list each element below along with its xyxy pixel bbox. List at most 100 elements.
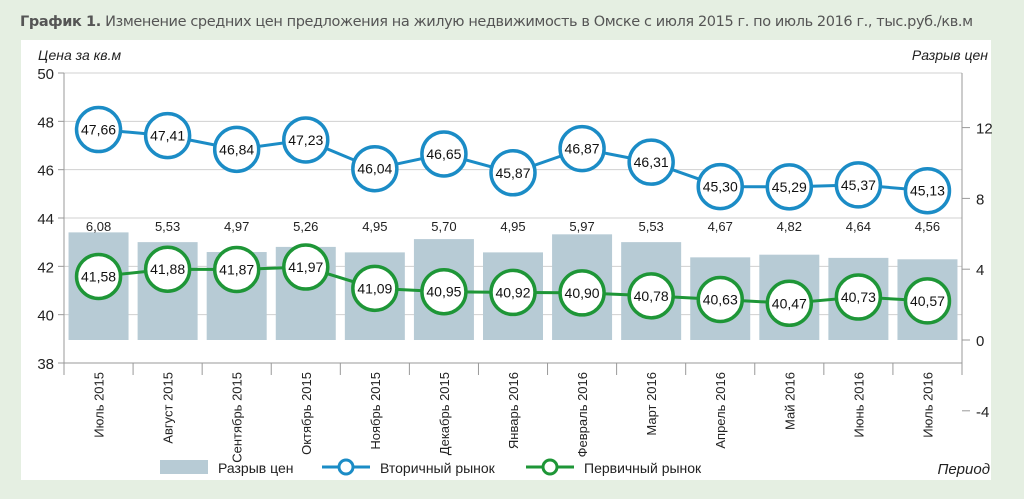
- x-tick-label: Январь 2016: [506, 372, 521, 449]
- legend-label: Первичный рынок: [584, 460, 702, 476]
- x-axis-label: Период: [937, 461, 990, 478]
- y2-tick-label: 12: [976, 121, 993, 138]
- data-point: [143, 111, 192, 160]
- x-tick-label: Декабрь 2015: [437, 372, 452, 455]
- data-point: [420, 130, 468, 178]
- data-label: 40,78: [634, 288, 669, 304]
- data-label: 40,92: [495, 284, 530, 300]
- bar-label: 4,97: [224, 219, 249, 234]
- data-label: 47,23: [288, 132, 323, 148]
- x-tick-label: Май 2016: [782, 372, 797, 430]
- data-point: [696, 275, 744, 324]
- data-point: [903, 277, 952, 325]
- data-point: [282, 116, 330, 164]
- data-label: 46,65: [426, 146, 461, 162]
- y2-tick-label: 4: [976, 262, 984, 279]
- data-point: [282, 243, 330, 291]
- bar-label: 4,64: [846, 219, 871, 234]
- x-tick-label: Август 2015: [161, 372, 176, 444]
- data-point: [212, 245, 261, 294]
- bar-label: 5,26: [293, 219, 318, 234]
- y-axis-label: Цена за кв.м: [38, 47, 121, 63]
- data-label: 40,57: [910, 293, 945, 309]
- y-tick-label: 40: [37, 308, 54, 325]
- data-label: 40,63: [703, 291, 738, 307]
- data-label: 45,30: [703, 179, 738, 195]
- data-label: 46,04: [357, 161, 392, 177]
- y2-tick-label: -4: [976, 404, 989, 421]
- bar-label: 5,70: [431, 219, 456, 234]
- bar-label: 5,53: [155, 219, 180, 234]
- x-tick-label: Ноябрь 2015: [368, 372, 383, 450]
- legend-label: Вторичный рынок: [380, 460, 496, 476]
- data-point: [903, 166, 952, 215]
- data-label: 46,84: [219, 141, 254, 157]
- data-label: 45,13: [910, 183, 945, 199]
- data-label: 47,66: [81, 122, 116, 138]
- legend-marker: [337, 458, 355, 476]
- bar-label: 5,97: [569, 219, 594, 234]
- data-point: [558, 269, 606, 317]
- data-label: 45,37: [841, 177, 876, 193]
- data-label: 41,88: [150, 261, 185, 277]
- data-point: [351, 264, 399, 313]
- x-tick-label: Октябрь 2015: [299, 372, 314, 455]
- bar-label: 6,08: [86, 219, 111, 234]
- bar-label: 4,95: [362, 219, 387, 234]
- data-point: [74, 252, 123, 301]
- data-point: [627, 138, 675, 186]
- chart-title-number: График 1.: [20, 14, 101, 30]
- bar-label: 4,95: [500, 219, 525, 234]
- data-label: 45,29: [772, 179, 807, 195]
- x-tick-label: Июнь 2016: [851, 372, 866, 438]
- y-tick-label: 38: [37, 356, 54, 373]
- y-tick-label: 48: [37, 114, 54, 131]
- data-label: 41,09: [357, 280, 392, 296]
- data-point: [834, 161, 883, 209]
- bar-label: 5,53: [638, 219, 663, 234]
- data-point: [765, 163, 814, 211]
- data-point: [834, 273, 883, 321]
- x-tick-label: Апрель 2016: [713, 372, 728, 449]
- data-point: [212, 125, 261, 174]
- data-point: [627, 272, 675, 320]
- legend-marker: [541, 458, 559, 476]
- y2-tick-label: 0: [976, 333, 984, 350]
- legend-swatch-bar: [160, 460, 208, 474]
- data-point: [74, 105, 123, 154]
- legend-label: Разрыв цен: [218, 460, 293, 476]
- data-point: [696, 162, 744, 211]
- data-point: [143, 245, 192, 293]
- x-tick-label: Июль 2015: [92, 372, 107, 438]
- data-label: 45,87: [495, 165, 530, 181]
- chart-title-text: Изменение средних цен предложения на жил…: [105, 14, 973, 30]
- y2-axis-label: Разрыв цен: [912, 47, 988, 63]
- data-point: [765, 279, 814, 328]
- x-tick-label: Июль 2016: [920, 372, 935, 438]
- x-tick-label: Сентябрь 2015: [230, 372, 245, 463]
- data-label: 40,95: [426, 284, 461, 300]
- y-tick-label: 50: [37, 66, 54, 83]
- x-tick-label: Февраль 2016: [575, 372, 590, 457]
- data-label: 41,58: [81, 268, 116, 284]
- y-tick-label: 44: [37, 211, 54, 228]
- chart-title: График 1. Изменение средних цен предложе…: [20, 14, 973, 30]
- data-label: 47,41: [150, 128, 185, 144]
- data-point: [489, 268, 537, 317]
- data-label: 46,87: [565, 141, 600, 157]
- data-point: [489, 149, 537, 197]
- bar-label: 4,56: [915, 219, 940, 234]
- data-label: 40,90: [565, 285, 600, 301]
- y-tick-label: 46: [37, 163, 54, 180]
- data-label: 41,97: [288, 259, 323, 275]
- data-label: 46,31: [634, 154, 669, 170]
- bar-label: 4,67: [708, 219, 733, 234]
- y2-tick-label: 8: [976, 191, 984, 208]
- x-tick-label: Март 2016: [644, 372, 659, 436]
- data-point: [351, 144, 399, 193]
- bar-label: 4,82: [777, 219, 802, 234]
- y-tick-label: 42: [37, 259, 54, 276]
- data-label: 40,47: [772, 295, 807, 311]
- data-point: [420, 267, 468, 316]
